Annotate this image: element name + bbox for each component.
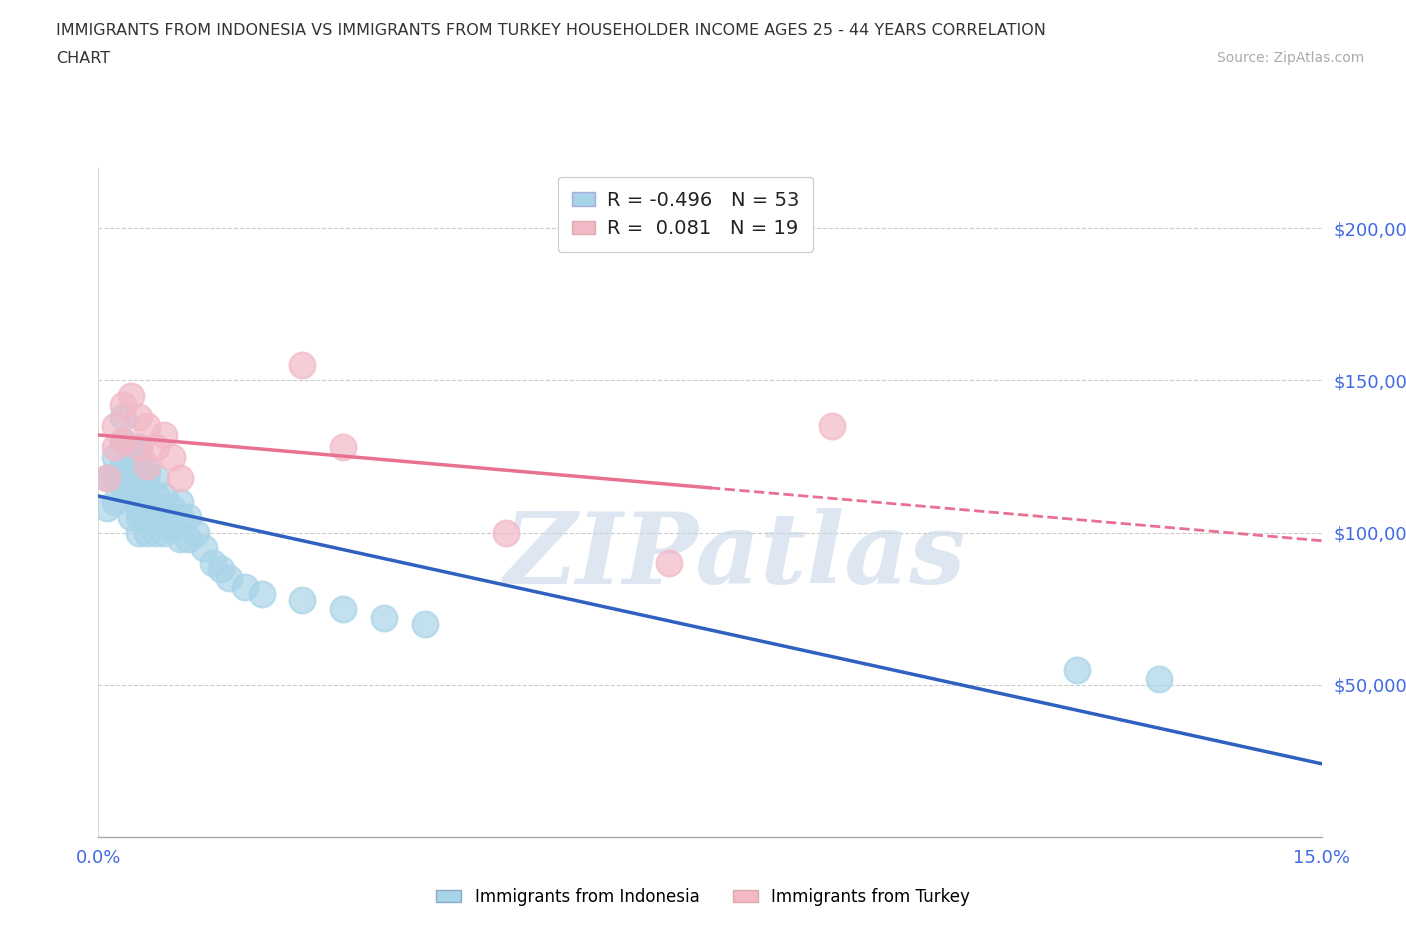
Point xyxy=(152,428,174,443)
Point xyxy=(186,525,208,540)
Point xyxy=(218,571,240,586)
Point xyxy=(104,418,127,433)
Point xyxy=(128,471,150,485)
Point xyxy=(145,488,167,503)
Point xyxy=(1066,662,1088,677)
Point xyxy=(120,440,142,455)
Point xyxy=(160,519,183,534)
Point xyxy=(177,531,200,546)
Point xyxy=(120,458,142,473)
Point xyxy=(145,440,167,455)
Legend: Immigrants from Indonesia, Immigrants from Turkey: Immigrants from Indonesia, Immigrants fr… xyxy=(429,881,977,912)
Point xyxy=(169,495,191,510)
Point xyxy=(111,480,134,495)
Point xyxy=(104,471,127,485)
Point xyxy=(111,458,134,473)
Point xyxy=(413,617,436,631)
Point xyxy=(136,510,159,525)
Text: IMMIGRANTS FROM INDONESIA VS IMMIGRANTS FROM TURKEY HOUSEHOLDER INCOME AGES 25 -: IMMIGRANTS FROM INDONESIA VS IMMIGRANTS … xyxy=(56,23,1046,38)
Point xyxy=(128,525,150,540)
Point xyxy=(177,510,200,525)
Legend: R = -0.496   N = 53, R =  0.081   N = 19: R = -0.496 N = 53, R = 0.081 N = 19 xyxy=(558,177,813,252)
Point xyxy=(373,610,395,625)
Point xyxy=(291,592,314,607)
Point xyxy=(332,440,354,455)
Point xyxy=(120,510,142,525)
Point xyxy=(128,501,150,516)
Point xyxy=(111,397,134,412)
Point xyxy=(136,525,159,540)
Point xyxy=(332,602,354,617)
Point xyxy=(136,464,159,479)
Point xyxy=(233,580,256,595)
Point xyxy=(128,510,150,525)
Point xyxy=(193,540,215,555)
Point xyxy=(1147,671,1170,686)
Point xyxy=(120,488,142,503)
Point xyxy=(120,388,142,403)
Point xyxy=(169,531,191,546)
Point xyxy=(104,495,127,510)
Point xyxy=(96,471,118,485)
Point xyxy=(111,434,134,449)
Point xyxy=(136,418,159,433)
Point xyxy=(152,488,174,503)
Point xyxy=(821,418,844,433)
Point xyxy=(495,525,517,540)
Point xyxy=(152,501,174,516)
Point xyxy=(104,449,127,464)
Point xyxy=(145,471,167,485)
Point xyxy=(152,525,174,540)
Point xyxy=(201,555,224,570)
Point xyxy=(145,501,167,516)
Point xyxy=(96,471,118,485)
Text: CHART: CHART xyxy=(56,51,110,66)
Point xyxy=(128,409,150,424)
Point xyxy=(136,480,159,495)
Point xyxy=(96,501,118,516)
Point xyxy=(169,510,191,525)
Point xyxy=(128,440,150,455)
Point xyxy=(104,440,127,455)
Point xyxy=(291,358,314,373)
Point xyxy=(128,458,150,473)
Point xyxy=(136,458,159,473)
Point xyxy=(128,440,150,455)
Point xyxy=(136,495,159,510)
Text: ZIPatlas: ZIPatlas xyxy=(503,508,966,604)
Point xyxy=(160,449,183,464)
Point xyxy=(128,488,150,503)
Point xyxy=(111,434,134,449)
Point xyxy=(160,501,183,516)
Point xyxy=(145,525,167,540)
Point xyxy=(209,562,232,577)
Point xyxy=(169,471,191,485)
Point xyxy=(111,409,134,424)
Point xyxy=(250,586,273,601)
Point xyxy=(120,471,142,485)
Text: Source: ZipAtlas.com: Source: ZipAtlas.com xyxy=(1216,51,1364,65)
Point xyxy=(658,555,681,570)
